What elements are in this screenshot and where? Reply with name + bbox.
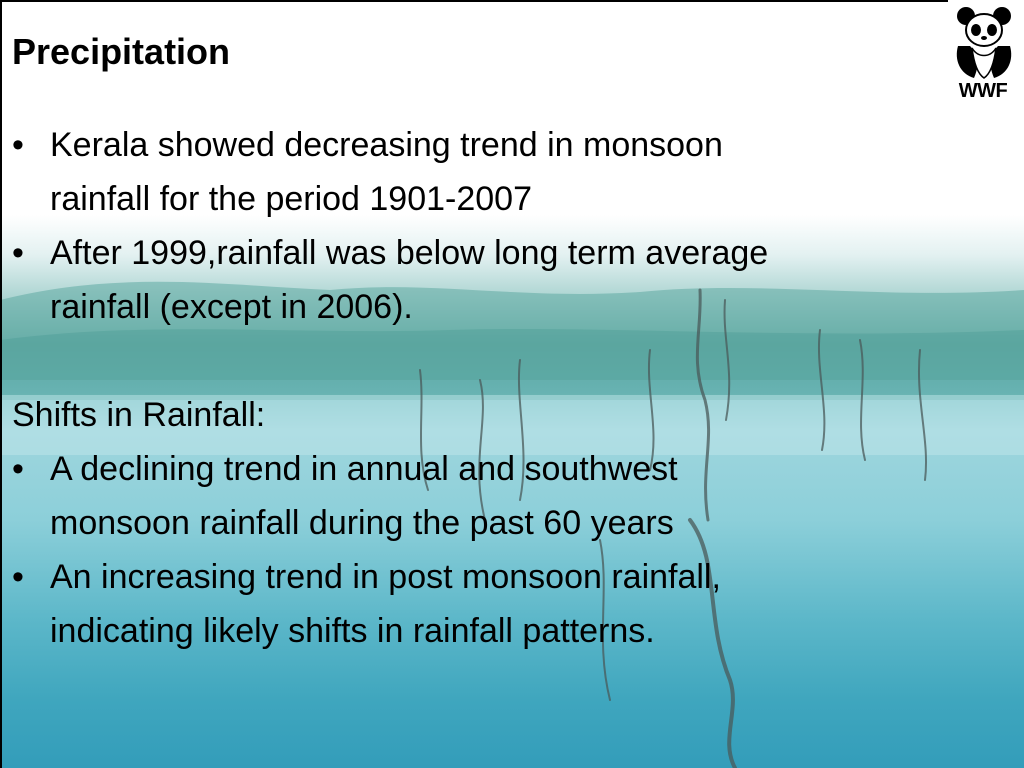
- bullet-line: Kerala showed decreasing trend in monsoo…: [50, 126, 723, 164]
- bullet-item: • Kerala showed decreasing trend in mons…: [12, 118, 1012, 226]
- bullet-line: rainfall for the period 1901-2007: [50, 180, 532, 218]
- panda-icon: [956, 7, 1012, 79]
- bullet-marker: •: [12, 234, 24, 272]
- bullet-item: • After 1999,rainfall was below long ter…: [12, 226, 1012, 334]
- section-heading: Shifts in Rainfall:: [12, 396, 266, 434]
- bullet-line: A declining trend in annual and southwes…: [50, 450, 678, 488]
- bullet-item: • A declining trend in annual and southw…: [12, 442, 1012, 550]
- bullet-line: indicating likely shifts in rainfall pat…: [50, 612, 655, 650]
- wwf-logo-text: WWF: [958, 80, 1008, 102]
- slide-title: Precipitation: [12, 31, 231, 72]
- bullet-item: • An increasing trend in post monsoon ra…: [12, 550, 1012, 658]
- top-border: [0, 0, 948, 2]
- bullet-marker: •: [12, 126, 24, 164]
- bullet-line: rainfall (except in 2006).: [50, 288, 413, 326]
- wwf-logo: WWF: [944, 2, 1022, 102]
- bullet-line: After 1999,rainfall was below long term …: [50, 234, 769, 272]
- bullet-line: monsoon rainfall during the past 60 year…: [50, 504, 674, 542]
- left-border: [0, 0, 2, 768]
- bullet-marker: •: [12, 450, 24, 488]
- bullet-line: An increasing trend in post monsoon rain…: [50, 558, 721, 596]
- bullet-marker: •: [12, 558, 24, 596]
- slide-content: Precipitation • Kerala showed decreasing…: [12, 26, 1012, 658]
